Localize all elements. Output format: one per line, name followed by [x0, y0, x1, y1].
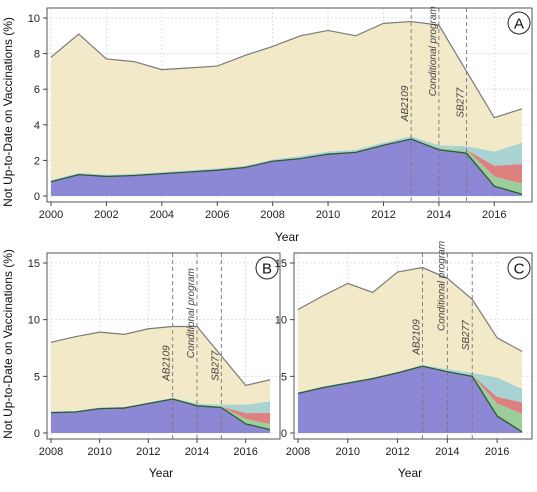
x-tick-label: 2016	[233, 446, 257, 458]
annotation-label: SB277	[461, 320, 472, 350]
line-total	[50, 20, 523, 119]
panel-A: AB2109 Conditional program SB277 0 2 4 6 8 10 200…	[28, 6, 533, 221]
x-tick-label: 2008	[39, 446, 63, 458]
panel-frame	[46, 252, 281, 440]
y-tick-label: 0	[34, 428, 40, 440]
panel-letter: B	[262, 261, 272, 278]
line-overdue-boundary	[297, 365, 523, 433]
x-axis-label-bottom-left: Year	[149, 466, 173, 480]
panel-letter-circle	[507, 11, 531, 35]
x-tick-label: 2000	[39, 209, 63, 221]
panel-B: AB2109 Conditional program SB277 0 5 10 15 2008…	[28, 252, 281, 458]
x-tick-label: 2010	[336, 446, 360, 458]
y-tick-label: 0	[34, 191, 40, 203]
annotation-label: AB2109	[411, 319, 422, 356]
x-tick-label: 2012	[136, 446, 160, 458]
line-overdue-boundary	[50, 138, 523, 195]
area-layer-not_accounted	[51, 136, 522, 182]
annotation-label: Conditional program	[186, 268, 197, 358]
y-tick-label: 15	[275, 258, 287, 270]
x-tick-label: 2008	[286, 446, 310, 458]
y-tick-label: 15	[28, 258, 40, 270]
x-tick-label: 2010	[316, 209, 340, 221]
x-tick-label: 2002	[94, 209, 118, 221]
y-tick-label: 4	[34, 120, 40, 132]
x-axis-label-bottom-right: Year	[398, 466, 422, 480]
annotation-label: AB2109	[400, 85, 411, 122]
y-axis-label-bottom: Not Up-to-Date on Vaccinations (%)	[1, 249, 15, 439]
y-tick-label: 10	[28, 13, 40, 25]
x-tick-label: 2016	[482, 209, 506, 221]
area-layer-personal	[51, 326, 270, 412]
line-total	[50, 325, 271, 387]
y-axis-label-top: Not Up-to-Date on Vaccinations (%)	[1, 17, 15, 207]
x-tick-label: 2014	[427, 209, 451, 221]
panel-letter: C	[514, 261, 525, 278]
annotation-label: SB277	[210, 350, 221, 380]
x-tick-label: 2016	[485, 446, 509, 458]
x-tick-label: 2010	[87, 446, 111, 458]
panel-C: AB2109 Conditional program SB277 0 5 10 15 2008…	[275, 241, 533, 458]
y-tick-label: 0	[281, 428, 287, 440]
panel-frame	[293, 252, 533, 440]
x-tick-label: 2012	[371, 209, 395, 221]
y-tick-label: 5	[281, 371, 287, 383]
line-overdue-boundary	[50, 398, 271, 431]
panel-letter-circle	[507, 256, 531, 280]
y-tick-label: 2	[34, 155, 40, 167]
line-total	[297, 266, 523, 352]
y-tick-label: 10	[275, 315, 287, 327]
x-tick-label: 2008	[260, 209, 284, 221]
y-tick-label: 6	[34, 84, 40, 96]
panel-frame	[46, 7, 533, 203]
y-tick-label: 8	[34, 49, 40, 61]
x-tick-label: 2004	[150, 209, 174, 221]
area-layer-overdue	[298, 366, 522, 433]
x-tick-label: 2006	[205, 209, 229, 221]
x-tick-label: 2012	[385, 446, 409, 458]
y-tick-label: 5	[34, 371, 40, 383]
y-tick-label: 10	[28, 315, 40, 327]
annotation-label: Conditional program	[428, 6, 439, 96]
area-layer-overdue	[51, 139, 522, 196]
x-axis-label-top: Year	[275, 230, 299, 244]
panel-letter: A	[514, 16, 524, 33]
annotation-label: AB2109	[162, 345, 173, 382]
area-layer-personal	[51, 21, 522, 180]
annotation-label: Conditional program	[436, 241, 447, 331]
annotation-label: SB277	[456, 87, 467, 117]
area-layer-personal	[298, 267, 522, 393]
panel-letter-circle	[255, 256, 279, 280]
x-tick-label: 2014	[185, 446, 209, 458]
x-tick-label: 2014	[435, 446, 459, 458]
